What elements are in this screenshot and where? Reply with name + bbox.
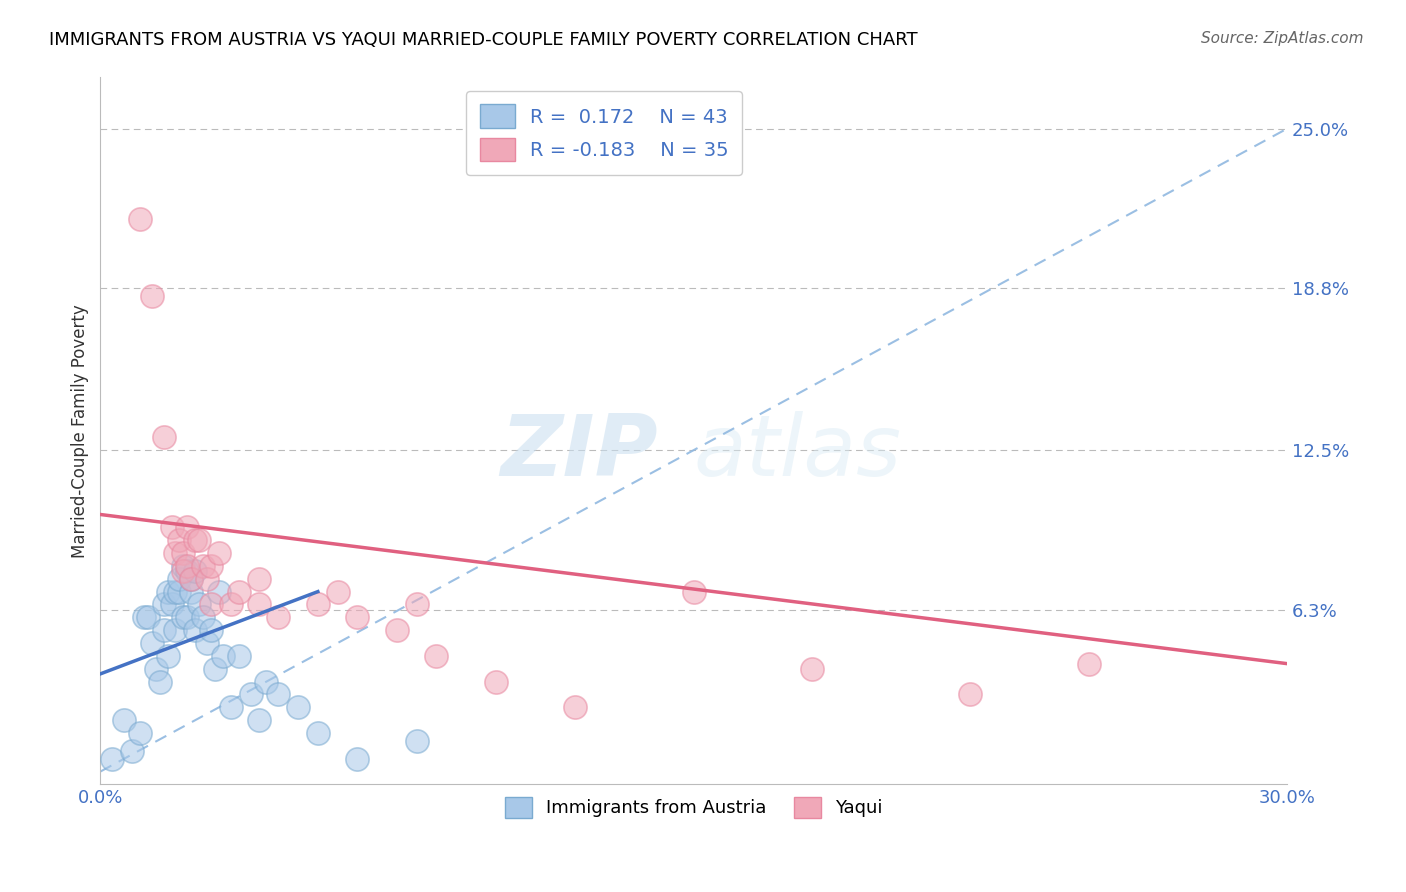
Point [176,520,198,534]
Point [156,648,179,663]
Point [121,744,143,758]
Point [169,533,191,548]
Point [204,662,226,676]
Point [172,546,194,560]
Point [169,572,191,586]
Text: IMMIGRANTS FROM AUSTRIA VS YAQUI MARRIED-COUPLE FAMILY POVERTY CORRELATION CHART: IMMIGRANTS FROM AUSTRIA VS YAQUI MARRIED… [49,31,918,49]
Point [682,584,704,599]
Point [160,598,183,612]
Point [188,598,211,612]
Point [208,584,231,599]
Point [256,674,278,689]
Point [326,584,349,599]
Point [180,572,202,586]
Point [193,558,215,573]
Point [184,564,207,578]
Legend: Immigrants from Austria, Yaqui: Immigrants from Austria, Yaqui [498,789,890,825]
Point [405,733,427,747]
Point [219,598,242,612]
Point [219,700,242,714]
Point [200,598,222,612]
Point [200,558,222,573]
Point [128,726,150,740]
Point [176,610,198,624]
Point [136,610,159,624]
Point [165,546,187,560]
Point [172,558,194,573]
Text: atlas: atlas [693,410,901,493]
Point [184,533,207,548]
Point [959,688,981,702]
Point [145,662,167,676]
Point [195,572,218,586]
Point [208,546,231,560]
Point [239,688,262,702]
Point [485,674,508,689]
Point [405,598,427,612]
Point [169,584,191,599]
Point [385,623,408,637]
Point [228,648,250,663]
Point [188,533,211,548]
Point [200,623,222,637]
Point [152,430,174,444]
Point [160,520,183,534]
Point [172,564,194,578]
Point [287,700,309,714]
Point [195,636,218,650]
Point [346,752,368,766]
Point [152,598,174,612]
Point [307,598,329,612]
Text: ZIP: ZIP [501,410,658,493]
Point [165,584,187,599]
Point [128,211,150,226]
Point [112,713,135,727]
Point [176,564,198,578]
Point [425,648,447,663]
Point [132,610,155,624]
Point [184,623,207,637]
Point [172,610,194,624]
Point [193,610,215,624]
Point [307,726,329,740]
Point [149,674,172,689]
Y-axis label: Married-Couple Family Poverty: Married-Couple Family Poverty [72,304,89,558]
Point [180,584,202,599]
Point [346,610,368,624]
Point [1078,657,1101,671]
Point [165,623,187,637]
Point [141,289,163,303]
Point [141,636,163,650]
Point [176,558,198,573]
Point [267,688,290,702]
Point [212,648,235,663]
Point [156,584,179,599]
Point [564,700,586,714]
Point [180,572,202,586]
Point [152,623,174,637]
Point [101,752,124,766]
Point [247,598,270,612]
Point [228,584,250,599]
Point [267,610,290,624]
Point [247,572,270,586]
Text: Source: ZipAtlas.com: Source: ZipAtlas.com [1201,31,1364,46]
Point [801,662,824,676]
Point [247,713,270,727]
